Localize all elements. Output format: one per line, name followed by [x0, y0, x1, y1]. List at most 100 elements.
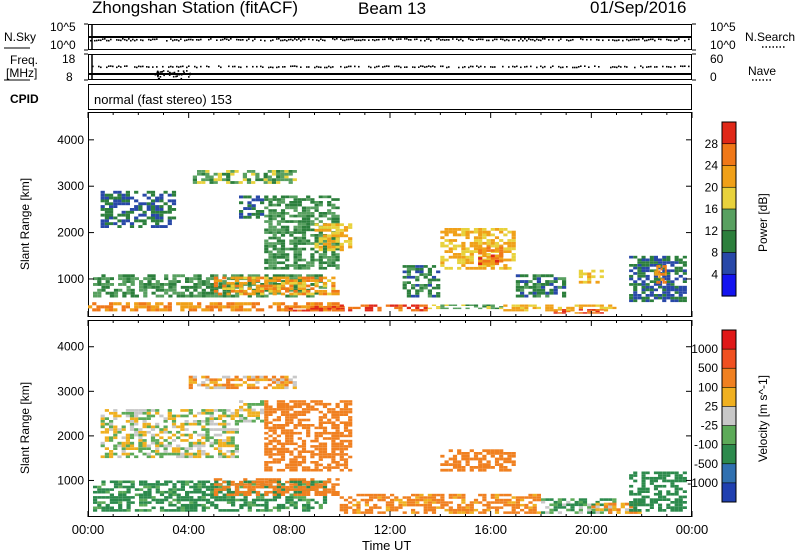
data-cell	[293, 285, 298, 289]
data-cell	[126, 488, 131, 491]
data-cell	[653, 258, 658, 262]
nave-point	[552, 65, 554, 67]
data-cell	[595, 500, 600, 504]
data-cell	[306, 279, 311, 282]
data-cell	[343, 506, 349, 509]
data-cell	[457, 449, 462, 453]
data-cell	[155, 283, 160, 286]
data-cell	[645, 258, 650, 262]
data-cell	[255, 411, 260, 415]
data-cell	[251, 274, 257, 278]
data-cell	[465, 307, 470, 310]
data-cell	[666, 255, 671, 259]
data-cell	[335, 234, 340, 238]
data-cell	[139, 285, 144, 289]
data-cell	[243, 485, 248, 489]
nsearch-point	[180, 38, 182, 40]
data-cell	[314, 402, 319, 406]
data-cell	[193, 283, 198, 286]
data-cell	[285, 485, 290, 489]
data-cell	[285, 231, 290, 234]
data-cell	[674, 501, 679, 504]
data-cell	[297, 480, 302, 484]
data-cell	[213, 491, 218, 494]
data-cell	[457, 307, 462, 310]
data-cell	[268, 214, 273, 218]
data-cell	[193, 501, 198, 504]
data-cell	[653, 277, 658, 281]
data-cell	[155, 308, 160, 312]
data-cell	[670, 261, 675, 264]
nsearch-point	[540, 39, 542, 42]
data-cell	[322, 437, 328, 440]
data-cell	[339, 309, 344, 312]
nsearch-point	[282, 39, 284, 42]
data-cell	[310, 305, 315, 308]
nsearch-point	[494, 38, 496, 41]
data-cell	[511, 253, 516, 256]
nave-point	[448, 66, 450, 68]
data-cell	[268, 287, 273, 290]
data-cell	[511, 506, 516, 509]
data-cell	[172, 509, 177, 512]
data-cell	[658, 484, 663, 488]
data-cell	[398, 304, 403, 307]
data-cell	[653, 288, 658, 292]
data-cell	[327, 307, 332, 310]
data-cell	[239, 485, 244, 489]
data-cell	[264, 266, 269, 270]
data-cell	[251, 503, 257, 507]
nsearch-point	[372, 39, 374, 41]
data-cell	[306, 223, 311, 226]
data-cell	[658, 503, 663, 507]
data-cell	[682, 501, 687, 504]
data-cell	[452, 233, 458, 237]
data-cell	[234, 430, 239, 434]
data-cell	[268, 509, 273, 512]
data-cell	[285, 276, 290, 280]
data-cell	[280, 250, 286, 254]
colorbar-segment	[722, 444, 736, 465]
data-cell	[272, 498, 277, 502]
data-cell	[222, 294, 227, 298]
data-cell	[431, 498, 437, 502]
data-cell	[285, 413, 290, 416]
data-cell	[310, 214, 315, 218]
data-cell	[348, 445, 353, 448]
data-cell	[226, 501, 231, 504]
nsearch-point	[424, 39, 426, 42]
data-cell	[318, 447, 323, 451]
data-cell	[213, 386, 218, 390]
data-cell	[139, 483, 144, 486]
data-cell	[155, 422, 160, 426]
data-cell	[121, 202, 126, 206]
data-cell	[322, 256, 328, 259]
data-cell	[327, 453, 332, 456]
data-cell	[318, 442, 323, 446]
data-cell	[641, 285, 646, 289]
data-cell	[280, 220, 286, 223]
data-cell	[549, 288, 554, 292]
data-cell	[670, 509, 675, 512]
data-cell	[515, 288, 520, 292]
data-cell	[272, 261, 277, 265]
nave-point	[406, 66, 408, 68]
nsearch-point	[216, 39, 218, 41]
data-cell	[193, 294, 198, 298]
data-cell	[180, 498, 185, 502]
data-cell	[364, 501, 369, 504]
data-cell	[322, 442, 328, 446]
data-cell	[121, 199, 126, 203]
data-cell	[213, 478, 218, 481]
data-cell	[96, 305, 101, 309]
data-cell	[243, 403, 248, 406]
data-cell	[499, 457, 504, 461]
data-cell	[226, 181, 231, 184]
data-cell	[327, 203, 332, 207]
data-cell	[288, 307, 293, 310]
data-cell	[142, 305, 147, 309]
data-cell	[335, 431, 340, 435]
data-cell	[205, 383, 210, 387]
data-cell	[440, 244, 445, 248]
